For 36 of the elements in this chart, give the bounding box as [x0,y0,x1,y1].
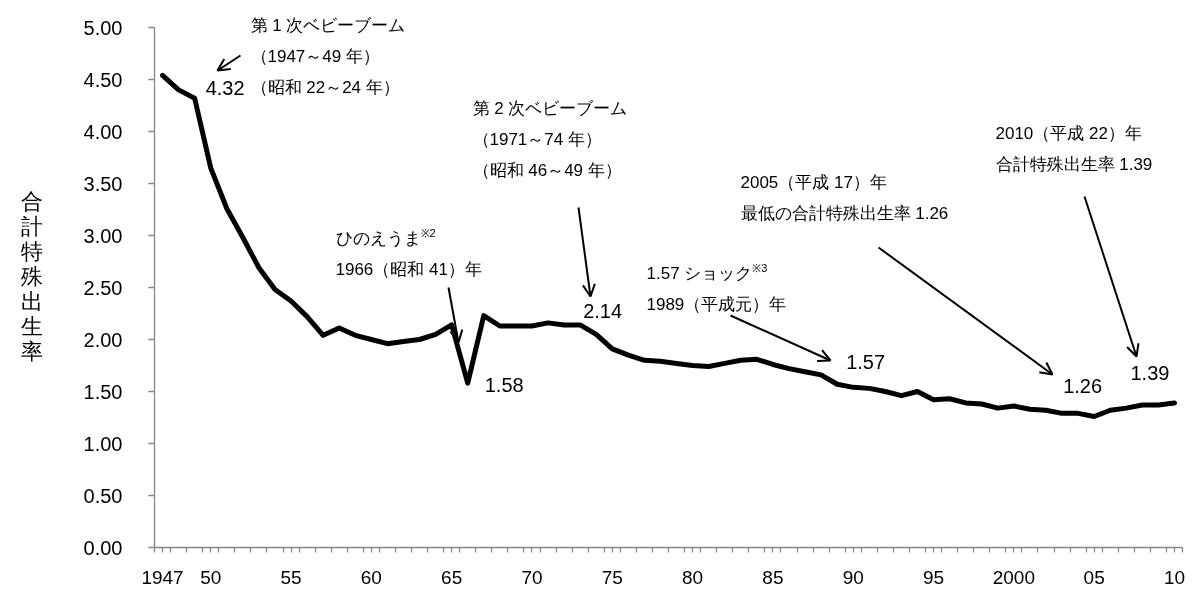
x-tick-label: 75 [601,566,623,588]
annotation: 2005（平成 17）年最低の合計特殊出生率 1.26 [740,173,949,223]
data-label: 2.14 [583,299,623,322]
y-tick-label: 0.00 [83,536,123,559]
y-tick-label: 0.50 [83,484,123,507]
y-tick-label: 5.00 [83,16,123,39]
annotation: 第 2 次ベビーブーム（1971～74 年）（昭和 46～49 年） [472,99,628,180]
data-label: 1.58 [484,374,524,397]
y-tick-label: 1.50 [83,380,123,403]
y-tick-label: 3.50 [83,172,123,195]
x-tick-label: 50 [200,566,222,588]
y-tick-label: 2.50 [83,276,123,299]
x-tick-label: 85 [762,566,784,588]
annotation: 2010（平成 22）年合計特殊出生率 1.39 [995,124,1153,174]
x-tick-label: 65 [441,566,463,588]
x-tick-label: 95 [922,566,945,588]
x-tick-label: 80 [682,566,704,588]
data-label: 1.57 [846,351,886,374]
annotation: 第 1 次ベビーブーム（1947～49 年）（昭和 22～24 年） [250,16,406,97]
x-tick-label: 90 [842,566,864,588]
x-tick-label: 10 [1163,566,1186,588]
y-tick-label: 4.50 [83,68,123,91]
y-tick-label: 2.00 [83,328,123,351]
x-tick-label: 60 [360,566,382,588]
data-label: 4.32 [205,77,245,100]
x-tick-label: 2000 [992,566,1035,588]
y-tick-label: 4.00 [83,120,123,143]
x-tick-label: 1947 [141,566,184,588]
data-label: 1.39 [1130,361,1170,384]
y-axis-title: 合計特殊出生率 [20,189,43,364]
x-tick-label: 55 [280,566,302,588]
x-tick-label: 70 [521,566,543,588]
data-label: 1.26 [1063,375,1103,398]
y-tick-label: 3.00 [83,224,123,247]
x-tick-label: 05 [1083,566,1105,588]
y-tick-label: 1.00 [83,432,123,455]
